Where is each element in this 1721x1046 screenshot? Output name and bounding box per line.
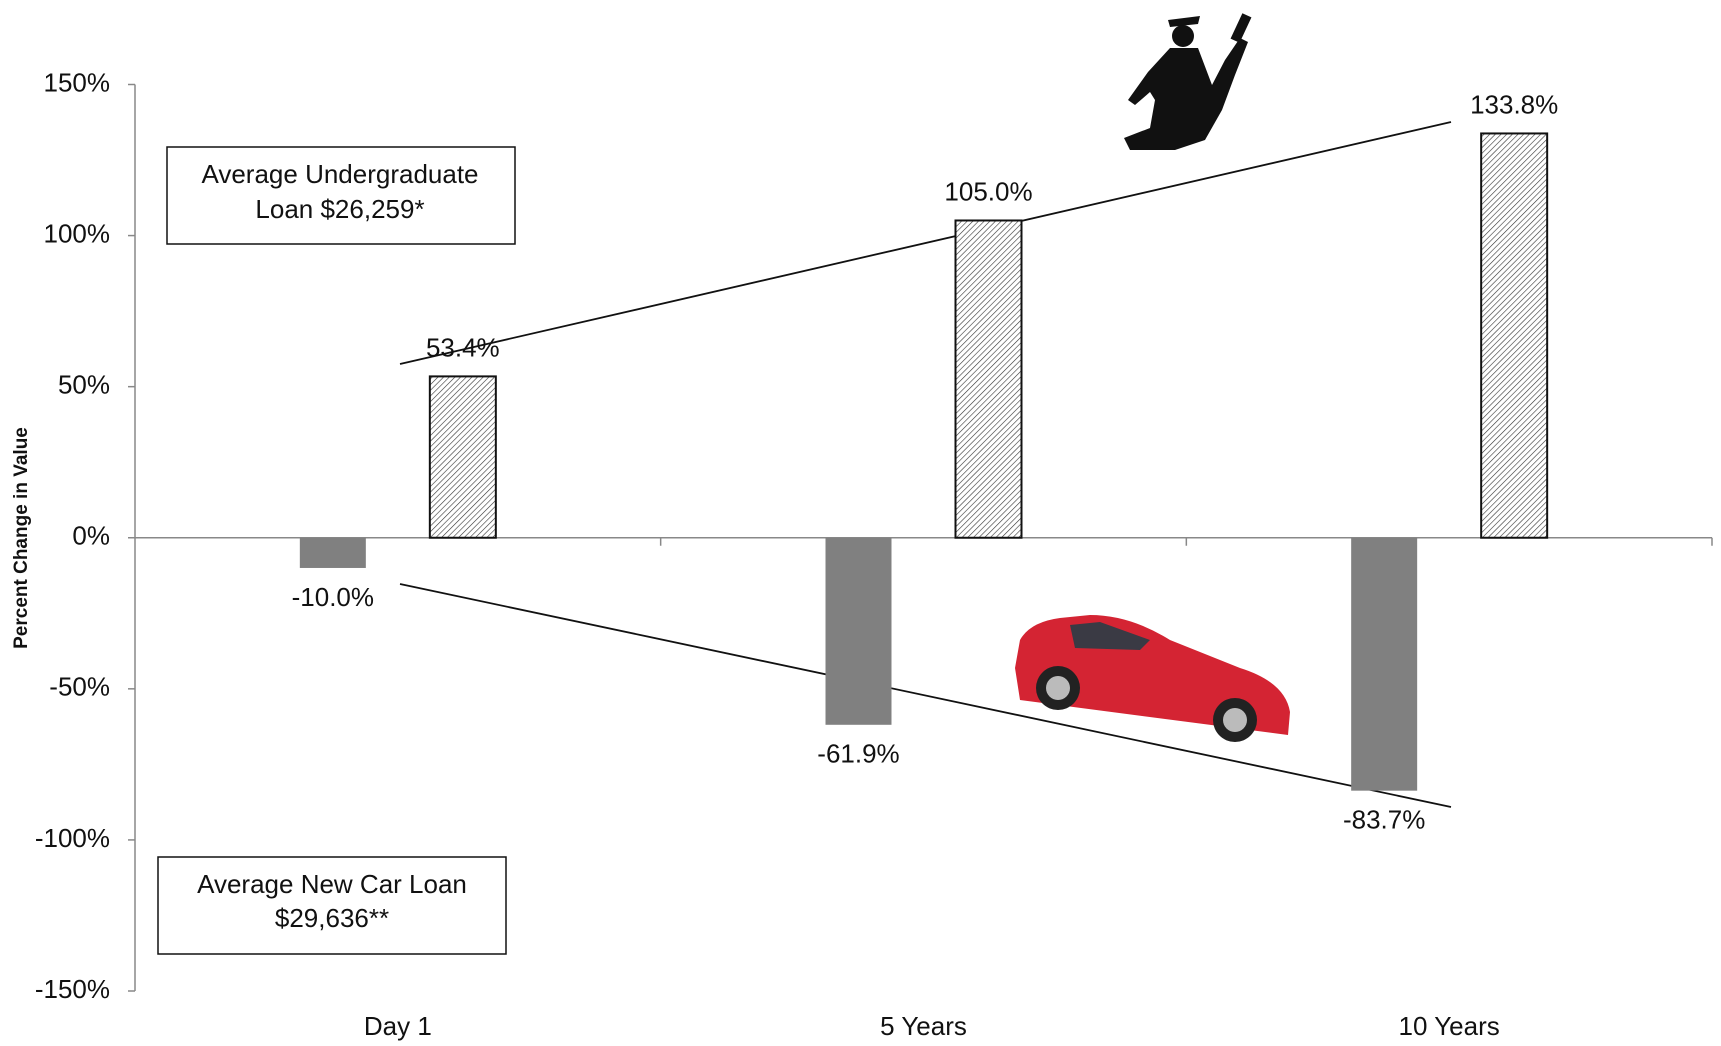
x-tick-label: 10 Years — [1399, 1011, 1500, 1041]
bar — [1480, 132, 1549, 539]
data-label: -10.0% — [292, 582, 374, 612]
bar — [825, 537, 892, 725]
data-label: -61.9% — [817, 739, 899, 769]
y-tick-label: 150% — [44, 67, 111, 97]
data-label: 133.8% — [1470, 89, 1558, 119]
annotation-text: Average New Car Loan — [197, 869, 467, 899]
annotation-box — [166, 146, 516, 245]
y-tick-label: -150% — [35, 974, 110, 1004]
bar — [1351, 537, 1418, 791]
bar — [428, 375, 497, 539]
y-axis-title: Percent Change in Value — [11, 427, 32, 649]
trend-line — [399, 121, 1452, 365]
x-tick-label: 5 Years — [880, 1011, 967, 1041]
car-icon — [1015, 615, 1290, 742]
bar — [954, 219, 1023, 539]
y-tick-label: 100% — [44, 218, 111, 248]
annotation-text: Loan $26,259* — [255, 194, 424, 224]
y-tick-label: -100% — [35, 823, 110, 853]
annotation-text: $29,636** — [275, 903, 389, 933]
annotation-box — [157, 856, 507, 955]
y-tick-label: 50% — [58, 370, 110, 400]
graduate-icon — [1124, 13, 1252, 150]
y-tick-label: 0% — [72, 521, 110, 551]
data-label: 105.0% — [944, 176, 1032, 206]
x-tick-label: Day 1 — [364, 1011, 432, 1041]
bar — [299, 537, 366, 568]
trend-line — [399, 583, 1452, 808]
data-label: -83.7% — [1343, 805, 1425, 835]
annotation-text: Average Undergraduate — [201, 159, 478, 189]
y-tick-label: -50% — [49, 672, 110, 702]
data-label: 53.4% — [426, 332, 500, 362]
